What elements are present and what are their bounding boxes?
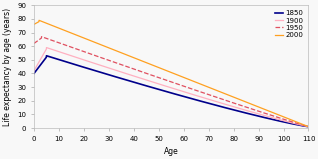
1850 [46, 55, 50, 57]
2000 [299, 123, 302, 124]
1850 [166, 91, 169, 93]
2000 [37, 19, 41, 21]
1850 [307, 126, 310, 128]
1900 [307, 126, 310, 128]
1900 [158, 83, 162, 85]
Line: 1850: 1850 [34, 56, 308, 127]
2000 [299, 123, 302, 124]
2000 [248, 103, 252, 105]
Legend: 1850, 1900, 1950, 2000: 1850, 1900, 1950, 2000 [273, 9, 305, 40]
1950 [248, 107, 252, 109]
2000 [32, 23, 36, 25]
1850 [45, 55, 48, 57]
1950 [299, 124, 302, 125]
1950 [166, 80, 169, 82]
2000 [46, 23, 50, 25]
1950 [307, 126, 310, 128]
1950 [158, 77, 162, 79]
1900 [32, 70, 36, 72]
1900 [166, 86, 169, 88]
2000 [307, 126, 310, 128]
1900 [45, 47, 48, 48]
1850 [299, 124, 302, 126]
Line: 1950: 1950 [34, 37, 308, 127]
1850 [248, 113, 252, 115]
X-axis label: Age: Age [164, 147, 179, 156]
1900 [46, 47, 50, 49]
1850 [32, 73, 36, 74]
1950 [32, 42, 36, 44]
1900 [248, 111, 252, 113]
Y-axis label: Life expectancy by age (years): Life expectancy by age (years) [3, 8, 12, 126]
1950 [46, 38, 50, 40]
Line: 2000: 2000 [34, 20, 308, 127]
2000 [166, 70, 169, 72]
1850 [299, 124, 302, 126]
1900 [299, 124, 302, 126]
1900 [299, 124, 302, 126]
Line: 1900: 1900 [34, 48, 308, 127]
2000 [158, 67, 162, 69]
1950 [40, 36, 44, 38]
1950 [299, 123, 302, 125]
1850 [158, 89, 162, 91]
